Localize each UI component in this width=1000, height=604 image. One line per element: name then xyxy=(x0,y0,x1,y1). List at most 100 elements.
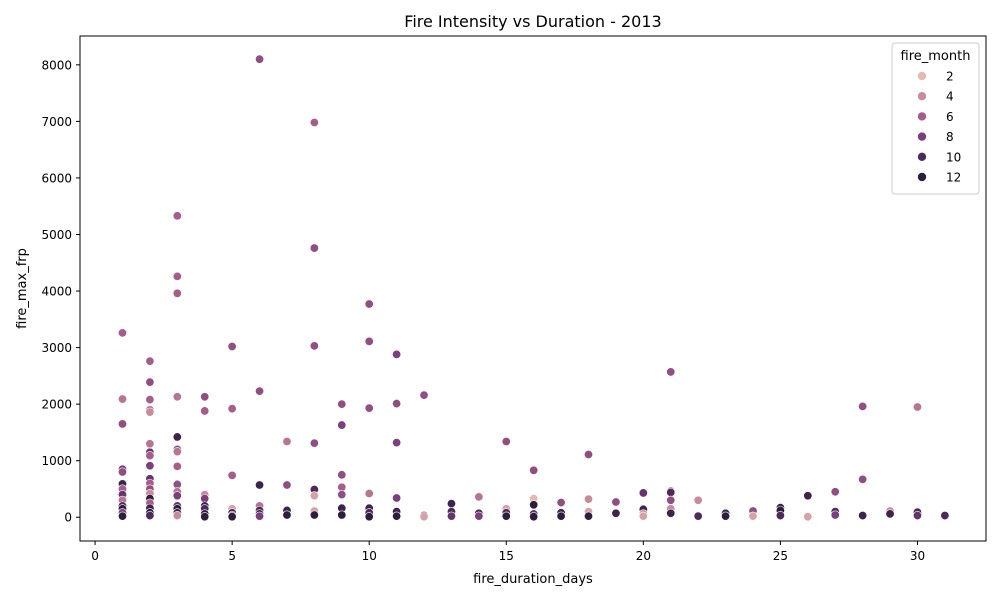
data-point xyxy=(858,401,868,411)
legend-entries: 2 4 6 8 10 12 xyxy=(917,70,961,185)
data-point xyxy=(912,402,922,412)
data-point xyxy=(117,394,127,404)
data-point xyxy=(474,511,484,521)
y-tick-label: 5000 xyxy=(41,228,72,242)
data-point xyxy=(419,390,429,400)
data-point xyxy=(117,328,127,338)
x-tick-label: 20 xyxy=(636,549,651,563)
y-tick-label: 2000 xyxy=(41,398,72,412)
data-point xyxy=(117,419,127,429)
data-point xyxy=(282,510,292,520)
data-point xyxy=(172,392,182,402)
data-point xyxy=(309,118,319,128)
data-point xyxy=(309,438,319,448)
data-point xyxy=(145,511,155,521)
data-point xyxy=(255,386,265,396)
legend-title: fire_month xyxy=(901,49,971,64)
data-point xyxy=(611,497,621,507)
data-point xyxy=(337,399,347,409)
data-point xyxy=(775,511,785,521)
data-point xyxy=(392,493,402,503)
legend-marker xyxy=(917,111,927,122)
data-point xyxy=(830,487,840,497)
data-point xyxy=(364,403,374,413)
data-point xyxy=(172,511,182,521)
y-tick-label: 7000 xyxy=(41,115,72,129)
data-point xyxy=(172,211,182,221)
data-point xyxy=(145,451,155,461)
data-point xyxy=(392,438,402,448)
data-point xyxy=(255,511,265,521)
data-point xyxy=(721,511,731,521)
data-point xyxy=(364,299,374,309)
data-point xyxy=(337,420,347,430)
data-point xyxy=(666,487,676,497)
y-tick-label: 1000 xyxy=(41,454,72,468)
x-tick-label: 0 xyxy=(91,549,99,563)
data-point xyxy=(309,491,319,501)
data-point xyxy=(309,243,319,253)
data-point xyxy=(392,349,402,359)
legend-marker xyxy=(917,152,927,162)
data-point xyxy=(200,406,210,416)
data-point xyxy=(666,495,676,505)
legend-label: 4 xyxy=(946,90,954,104)
data-point xyxy=(364,512,374,522)
data-point xyxy=(227,470,237,480)
data-point xyxy=(282,436,292,446)
data-point xyxy=(858,511,868,521)
data-point xyxy=(172,461,182,471)
legend-marker xyxy=(917,131,927,142)
chart-title: Fire Intensity vs Duration - 2013 xyxy=(404,12,661,31)
data-point xyxy=(255,54,265,64)
x-tick-label: 30 xyxy=(910,549,925,563)
y-tick-label: 0 xyxy=(64,511,72,525)
y-tick-label: 3000 xyxy=(41,341,72,355)
data-point xyxy=(638,488,648,498)
data-point xyxy=(803,512,813,522)
data-point xyxy=(117,467,127,477)
legend: fire_month 2 4 6 8 10 12 xyxy=(891,42,980,195)
data-point xyxy=(172,432,182,442)
legend-label: 12 xyxy=(946,171,961,185)
legend-label: 2 xyxy=(946,70,954,84)
data-point xyxy=(858,474,868,484)
plot-frame xyxy=(79,35,987,542)
data-point xyxy=(145,439,155,449)
data-point xyxy=(172,288,182,298)
data-point xyxy=(145,377,155,387)
data-point xyxy=(309,510,319,520)
legend-label: 10 xyxy=(946,150,961,164)
data-point xyxy=(172,271,182,281)
data-point xyxy=(529,465,539,475)
y-tick-label: 6000 xyxy=(41,171,72,185)
data-point xyxy=(309,341,319,351)
data-point xyxy=(529,512,539,522)
data-point xyxy=(227,404,237,414)
y-tick-label: 4000 xyxy=(41,285,72,299)
data-point xyxy=(419,512,429,522)
data-point xyxy=(337,470,347,480)
data-point xyxy=(337,510,347,520)
data-point xyxy=(885,509,895,519)
data-point xyxy=(364,336,374,346)
data-point xyxy=(501,511,511,521)
legend-label: 6 xyxy=(946,110,954,124)
data-point xyxy=(693,511,703,521)
data-point xyxy=(145,395,155,405)
data-point xyxy=(392,511,402,521)
data-point xyxy=(556,498,566,508)
legend-label: 8 xyxy=(946,130,954,144)
data-point xyxy=(584,449,594,459)
x-tick-label: 15 xyxy=(499,549,514,563)
data-point xyxy=(912,511,922,521)
data-point xyxy=(666,508,676,518)
data-point xyxy=(474,492,484,502)
data-point xyxy=(117,511,127,521)
data-point xyxy=(748,511,758,521)
data-point xyxy=(803,491,813,501)
data-point xyxy=(364,488,374,498)
points-layer xyxy=(117,54,950,522)
